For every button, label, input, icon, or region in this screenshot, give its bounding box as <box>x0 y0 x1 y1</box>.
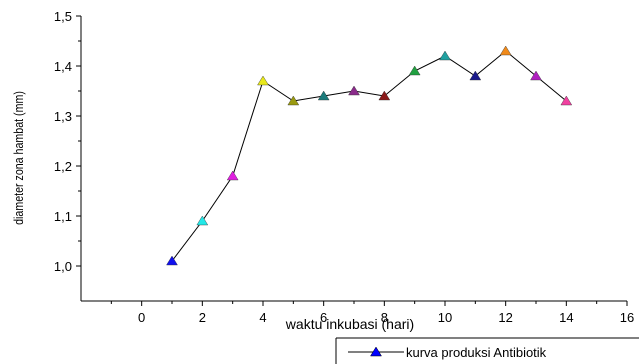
data-point-marker <box>166 255 178 266</box>
legend-label: kurva produksi Antibiotik <box>406 345 547 360</box>
x-tick-label: 2 <box>199 310 206 325</box>
data-point-marker <box>530 70 542 81</box>
y-tick-label: 1,2 <box>54 159 72 174</box>
axes <box>80 16 627 302</box>
x-tick-label: 12 <box>498 310 512 325</box>
data-point-marker <box>469 70 482 81</box>
data-point-marker <box>317 90 330 101</box>
x-tick-label: 6 <box>320 310 327 325</box>
data-point-marker <box>560 95 573 106</box>
legend-marker <box>370 346 382 357</box>
y-ticks: 1,0 1,1 1,2 1,3 1,4 1,5 <box>54 9 81 274</box>
x-tick-label: 0 <box>138 310 145 325</box>
y-axis-title: diameter zona hambat (mm) <box>11 91 26 225</box>
data-point-marker <box>348 85 360 96</box>
x-ticks: 0 2 4 6 8 10 12 14 16 <box>110 301 634 325</box>
data-point-marker <box>226 170 239 181</box>
legend: kurva produksi Antibiotik <box>335 337 639 364</box>
x-tick-label: 4 <box>259 310 266 325</box>
y-tick-label: 1,0 <box>54 259 72 274</box>
x-tick-label: 14 <box>559 310 573 325</box>
y-tick-label: 1,1 <box>54 209 72 224</box>
plot-area <box>166 45 573 266</box>
data-point-marker <box>287 95 300 106</box>
data-point-marker <box>196 215 209 226</box>
data-point-marker <box>378 90 391 101</box>
series-line <box>171 50 567 262</box>
x-tick-label: 8 <box>381 310 388 325</box>
data-point-marker <box>257 75 269 86</box>
x-axis-title: waktu inkubasi (hari) <box>285 316 414 332</box>
data-point-marker <box>499 45 512 56</box>
y-tick-label: 1,3 <box>54 109 72 124</box>
data-point-marker <box>408 65 421 76</box>
y-tick-label: 1,4 <box>54 59 72 74</box>
x-tick-label: 10 <box>438 310 452 325</box>
x-tick-label: 16 <box>620 310 634 325</box>
y-tick-label: 1,5 <box>54 9 72 24</box>
data-point-marker <box>439 50 451 61</box>
